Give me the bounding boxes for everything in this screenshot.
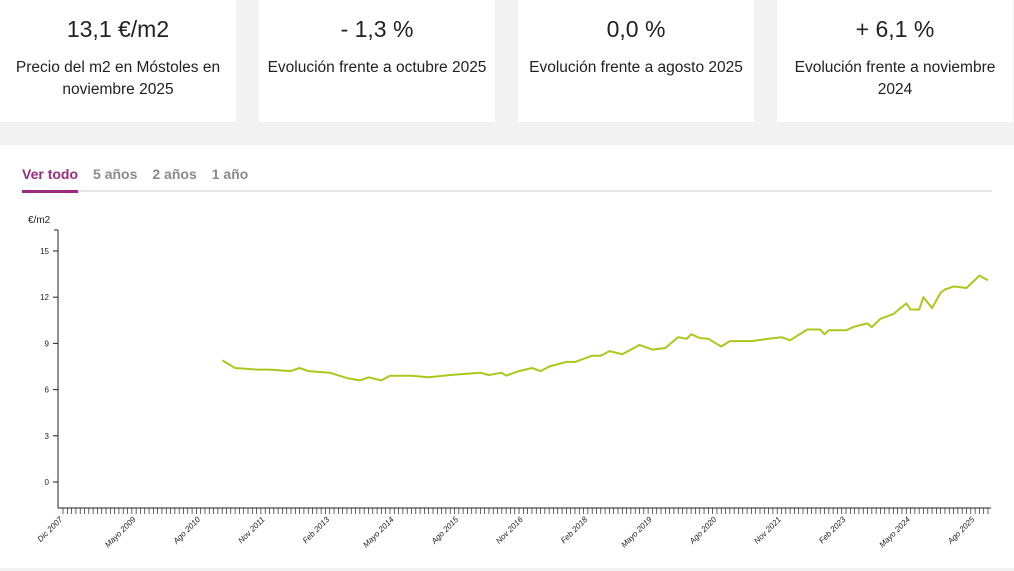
x-tick-label: Dic 2007 [36,515,65,544]
x-tick-label: Feb 2013 [301,515,332,546]
y-tick-label: 0 [45,478,50,487]
x-tick-label: Mayo 2009 [103,515,138,550]
y-tick-label: 3 [45,432,50,441]
y-tick-label: 12 [40,293,49,302]
kpi-value: - 1,3 % [340,16,414,42]
price-series-line [221,274,989,382]
range-tabs: Ver todo 5 años 2 años 1 año [22,165,992,193]
y-tick-label: 9 [45,339,50,348]
x-tick-label: Ago 2010 [171,515,203,547]
kpi-label: Precio del m2 en Móstoles en noviembre 2… [15,59,221,98]
chart-panel: Ver todo 5 años 2 años 1 año €/m2 0 3 6 9 12… [0,145,1014,568]
x-tick-label: Ago 2020 [687,515,719,547]
kpi-value: 0,0 % [606,16,666,42]
x-tick-label: Nov 2011 [236,515,266,545]
kpi-card-monthly: - 1,3 % Evolución frente a octubre 2025 [259,0,495,122]
kpi-value: 13,1 €/m2 [66,16,170,42]
kpi-label: Evolución frente a noviembre 2024 [794,59,996,98]
kpi-card-yearly: + 6,1 % Evolución frente a noviembre 202… [777,0,1013,122]
x-tick-label: Mayo 2014 [361,515,396,550]
kpi-label: Evolución frente a octubre 2025 [267,59,487,76]
tab-2-anos[interactable]: 2 años [152,166,197,182]
y-tick-label: 6 [45,386,50,395]
tab-1-ano[interactable]: 1 año [211,166,249,182]
kpi-value: + 6,1 % [855,16,935,42]
x-tick-label: Nov 2021 [752,515,783,546]
kpi-card-quarterly: 0,0 % Evolución frente a agosto 2025 [518,0,754,122]
x-tick-label: Nov 2016 [494,515,525,546]
x-tick-label: Mayo 2024 [878,515,913,550]
kpi-label: Evolución frente a agosto 2025 [529,59,743,76]
tab-ver-todo[interactable]: Ver todo [22,165,79,193]
price-line-chart: €/m2 0 3 6 9 12 15 Dic 2007 Mayo 2009 Ago 2010 No… [28,215,991,550]
x-tick-label: Ago 2015 [429,515,461,547]
y-tick-label: 15 [40,247,49,256]
kpi-card-price: 13,1 €/m2 Precio del m2 en Móstoles en n… [0,0,236,122]
x-tick-label: Feb 2018 [559,515,590,546]
x-tick-label: Feb 2023 [817,515,848,546]
x-tick-label: Mayo 2019 [619,515,654,550]
x-tick-label: Ago 2025 [945,515,977,547]
y-axis-label: €/m2 [28,215,51,226]
tab-5-anos[interactable]: 5 años [93,166,138,182]
